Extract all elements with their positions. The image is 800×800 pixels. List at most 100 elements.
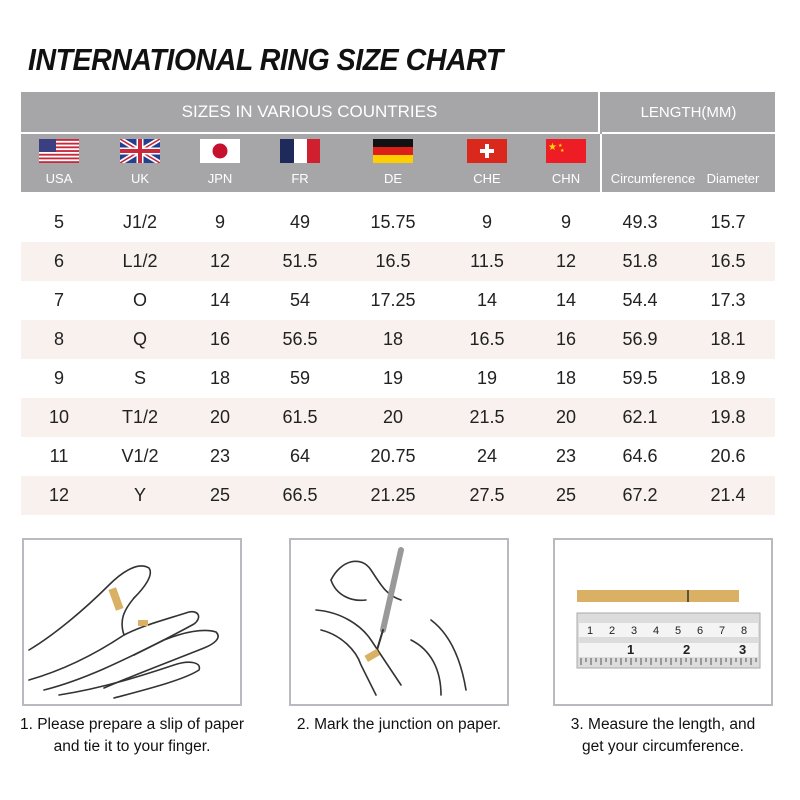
table-cell: 64.6 (622, 446, 658, 466)
divider (600, 134, 602, 192)
table-cell: 16 (209, 329, 231, 349)
table-cell: 11 (49, 446, 69, 466)
table-cell: 19 (476, 368, 498, 388)
table-cell: 12 (209, 251, 231, 271)
country-label: CHE (473, 171, 501, 186)
step-3-caption: 3. Measure the length, and get your circu… (570, 716, 756, 755)
table-cell: Y (133, 485, 147, 505)
table-cell: O (132, 290, 148, 310)
table-row: 11 V1/2 23 64 20.75 24 23 64.6 20.6 (21, 437, 775, 476)
sizes-header: SIZES IN VARIOUS COUNTRIES (21, 92, 600, 134)
table-cell: 51.8 (622, 251, 658, 271)
table-header: SIZES IN VARIOUS COUNTRIES LENGTH(MM) US… (21, 92, 775, 192)
table-cell: 5 (53, 212, 65, 232)
table-cell: 20 (209, 407, 231, 427)
country-label: USA (45, 171, 73, 186)
table-row: 8 Q 16 56.5 18 16.5 16 56.9 18.1 (21, 320, 775, 359)
table-cell: 25 (209, 485, 231, 505)
table-row: 9 S 18 59 19 19 18 59.5 18.9 (21, 359, 775, 398)
japan-flag-icon (200, 139, 240, 163)
table-cell: 49 (289, 212, 311, 232)
table-cell: 19 (382, 368, 404, 388)
table-cell: 21.5 (469, 407, 505, 427)
table-cell: 27.5 (469, 485, 505, 505)
usa-flag-icon (39, 139, 79, 164)
table-cell: 56.5 (282, 329, 318, 349)
circumference-label: Circumference (610, 171, 696, 186)
table-cell: 18.9 (710, 368, 746, 388)
table-cell: 9 (481, 212, 493, 232)
china-flag-icon: ★ ★ ★ (546, 139, 586, 163)
table-cell: 56.9 (622, 329, 658, 349)
switzerland-flag-icon (467, 139, 507, 163)
uk-flag-icon (118, 136, 162, 166)
diameter-label: Diameter (706, 171, 760, 186)
ruler-number: 8 (741, 625, 747, 637)
table-cell: 15.75 (370, 212, 416, 232)
table-cell: 23 (209, 446, 231, 466)
table-cell: 12 (555, 251, 577, 271)
table-cell: 54 (289, 290, 311, 310)
ruler-number: 2 (683, 642, 690, 657)
ruler-number: 5 (675, 625, 681, 637)
table-cell: 20.6 (710, 446, 746, 466)
step-2-caption: 2. Mark the junction on paper. (296, 716, 502, 733)
ruler-number: 1 (627, 642, 634, 657)
table-cell: 6 (53, 251, 65, 271)
ruler-number: 3 (739, 642, 746, 657)
table-cell: J1/2 (122, 212, 158, 232)
ruler (576, 612, 761, 669)
table-cell: 9 (53, 368, 65, 388)
table-cell: Q (132, 329, 148, 349)
ruler-number: 2 (609, 625, 615, 637)
germany-flag-icon (373, 139, 413, 163)
table-cell: 59.5 (622, 368, 658, 388)
country-label: CHN (551, 171, 581, 186)
country-label: JPN (207, 171, 233, 186)
table-cell: 9 (560, 212, 572, 232)
country-label: DE (383, 171, 403, 186)
table-cell: 64 (289, 446, 311, 466)
table-cell: 20 (555, 407, 577, 427)
step-1-illustration (22, 538, 242, 706)
ruler-number: 6 (697, 625, 703, 637)
table-cell: 21.4 (710, 485, 746, 505)
svg-text:★: ★ (560, 148, 565, 154)
step-1-caption: 1. Please prepare a slip of paper and tie… (19, 716, 245, 755)
table-cell: 66.5 (282, 485, 318, 505)
table-cell: 9 (214, 212, 226, 232)
table-cell: 54.4 (622, 290, 658, 310)
table-cell: 14 (476, 290, 498, 310)
table-cell: 18 (555, 368, 577, 388)
table-cell: 18.1 (710, 329, 746, 349)
paper-strip (577, 590, 739, 602)
table-cell: 23 (555, 446, 577, 466)
table-cell: 17.3 (710, 290, 746, 310)
table-cell: 8 (53, 329, 65, 349)
table-cell: 15.7 (710, 212, 746, 232)
table-cell: 49.3 (622, 212, 658, 232)
page-title: INTERNATIONAL RING SIZE CHART (28, 42, 503, 77)
table-row: 10 T1/2 20 61.5 20 21.5 20 62.1 19.8 (21, 398, 775, 437)
table-row: 5 J1/2 9 49 15.75 9 9 49.3 15.7 (21, 203, 775, 242)
table-cell: 16.5 (469, 329, 505, 349)
table-cell: 62.1 (622, 407, 658, 427)
table-cell: 59 (289, 368, 311, 388)
table-row: 12 Y 25 66.5 21.25 27.5 25 67.2 21.4 (21, 476, 775, 515)
table-cell: L1/2 (122, 251, 158, 271)
table-cell: 61.5 (282, 407, 318, 427)
ruler-number: 7 (719, 625, 725, 637)
table-cell: 51.5 (282, 251, 318, 271)
table-cell: 21.25 (370, 485, 416, 505)
table-cell: 16.5 (375, 251, 411, 271)
france-flag-icon (280, 139, 320, 163)
table-cell: 20.75 (370, 446, 416, 466)
svg-text:★: ★ (558, 143, 563, 149)
svg-text:★: ★ (548, 142, 557, 153)
table-cell: 14 (555, 290, 577, 310)
country-label: FR (291, 171, 309, 186)
table-cell: 19.8 (710, 407, 746, 427)
table-cell: 16.5 (710, 251, 746, 271)
table-cell: T1/2 (121, 407, 159, 427)
